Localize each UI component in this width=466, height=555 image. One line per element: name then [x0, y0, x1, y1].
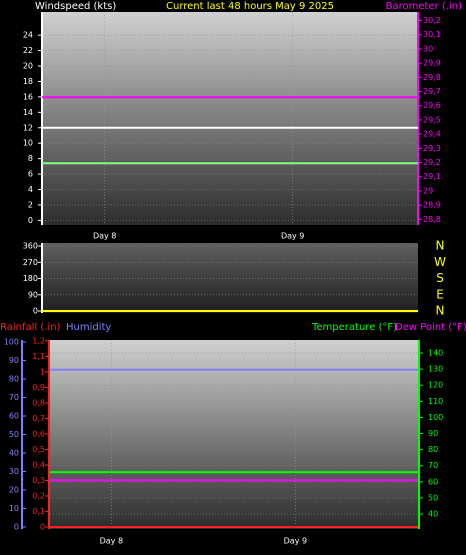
- y-tick-label: 29,9: [423, 59, 441, 68]
- y-tick-label: 50: [428, 493, 438, 502]
- y-tick-label: 0: [28, 216, 33, 225]
- y2-axis-label: Barometer (.in): [386, 1, 462, 12]
- y-tick-label: 20: [9, 485, 19, 494]
- y-tick-label: 1,1: [32, 352, 45, 361]
- y-tick-label: 29,1: [423, 172, 441, 181]
- y-tick-label: 22: [23, 46, 33, 55]
- y-tick-label: 29,4: [423, 130, 441, 139]
- y-tick-label: 0,9: [32, 383, 45, 392]
- y-tick-label: 6: [28, 170, 33, 179]
- y-tick-label: 4: [28, 185, 33, 194]
- y-tick-label: 29,2: [423, 158, 441, 167]
- y-tick-label: 1,2: [32, 336, 45, 345]
- x-tick-label: Day 9: [281, 232, 304, 241]
- y-tick-label: 70: [428, 461, 438, 470]
- y-tick-label: 14: [23, 108, 33, 117]
- y-tick-label: 0: [33, 307, 38, 316]
- legend-label: Humidity: [66, 322, 111, 333]
- plot-area: [50, 340, 418, 529]
- y-tick-label: 30,2: [423, 16, 441, 25]
- y-tick-label: 28,9: [423, 201, 441, 210]
- legend-label: Temperature (°F): [311, 322, 397, 333]
- y-axis-label: Windspeed (kts): [35, 1, 116, 12]
- y-tick-label: 120: [428, 381, 443, 390]
- y-tick-label: 100: [428, 413, 443, 422]
- y-tick-label: 0,3: [32, 476, 45, 485]
- y-tick-label: 40: [428, 510, 438, 519]
- legend-label: Dew Point (°F): [395, 322, 466, 333]
- y-tick-label: 110: [428, 397, 443, 406]
- y-tick-label: 0,4: [32, 460, 45, 469]
- plot-area: [42, 243, 418, 313]
- y-tick-label: 2: [28, 200, 33, 209]
- y-tick-label: 30: [9, 467, 19, 476]
- y-tick-label: 90: [428, 429, 438, 438]
- y-tick-label: 100: [4, 338, 19, 347]
- y-tick-label: 90: [28, 290, 38, 299]
- y-tick-label: 0: [40, 522, 45, 531]
- y-tick-label: 140: [428, 349, 443, 358]
- y-tick-label: 29,8: [423, 73, 441, 82]
- y-tick-label: 29: [423, 186, 433, 195]
- y-tick-label: 60: [9, 412, 19, 421]
- y-tick-label: N: [436, 239, 445, 253]
- y-tick-label: W: [434, 255, 446, 269]
- y-tick-label: 40: [9, 448, 19, 457]
- y-tick-label: 28,8: [423, 215, 441, 224]
- y-tick-label: 90: [9, 356, 19, 365]
- y-tick-label: 30,1: [423, 30, 441, 39]
- y-tick-label: 10: [23, 139, 33, 148]
- y-tick-label: 20: [23, 62, 33, 71]
- y-tick-label: 0,1: [32, 507, 45, 516]
- y-tick-label: 70: [9, 393, 19, 402]
- y-tick-label: 270: [23, 258, 38, 267]
- y-tick-label: 29,5: [423, 115, 441, 124]
- y-tick-label: 0,7: [32, 414, 45, 423]
- y-tick-label: 0,8: [32, 398, 45, 407]
- y-tick-label: 18: [23, 77, 33, 86]
- y-tick-label: 50: [9, 430, 19, 439]
- y-tick-label: 0,2: [32, 491, 45, 500]
- y-tick-label: 80: [428, 445, 438, 454]
- y-tick-label: E: [436, 287, 444, 301]
- y-tick-label: 60: [428, 477, 438, 486]
- y-tick-label: 1: [40, 367, 45, 376]
- y-tick-label: 360: [23, 242, 38, 251]
- y-tick-label: 16: [23, 92, 33, 101]
- x-tick-label: Day 9: [284, 537, 307, 546]
- y-tick-label: 29,3: [423, 144, 441, 153]
- y-tick-label: 130: [428, 365, 443, 374]
- y-tick-label: 12: [23, 123, 33, 132]
- y-tick-label: 10: [9, 504, 19, 513]
- y-tick-label: 80: [9, 375, 19, 384]
- y-tick-label: N: [436, 304, 445, 318]
- y-tick-label: 29,6: [423, 101, 441, 110]
- y-tick-label: 180: [23, 274, 38, 283]
- y-tick-label: 29,7: [423, 87, 441, 96]
- y-tick-label: 30: [423, 44, 433, 53]
- y-tick-label: 24: [23, 31, 33, 40]
- y-tick-label: 8: [28, 154, 33, 163]
- y-tick-label: 0,5: [32, 445, 45, 454]
- plot-area: [42, 12, 418, 225]
- x-tick-label: Day 8: [100, 537, 123, 546]
- legend-label: Rainfall (.in): [0, 322, 61, 333]
- y-tick-label: S: [436, 271, 444, 285]
- y-tick-label: 0: [14, 522, 19, 531]
- title: Current last 48 hours May 9 2025: [166, 1, 334, 12]
- y-tick-label: 0,6: [32, 429, 45, 438]
- x-tick-label: Day 8: [93, 232, 116, 241]
